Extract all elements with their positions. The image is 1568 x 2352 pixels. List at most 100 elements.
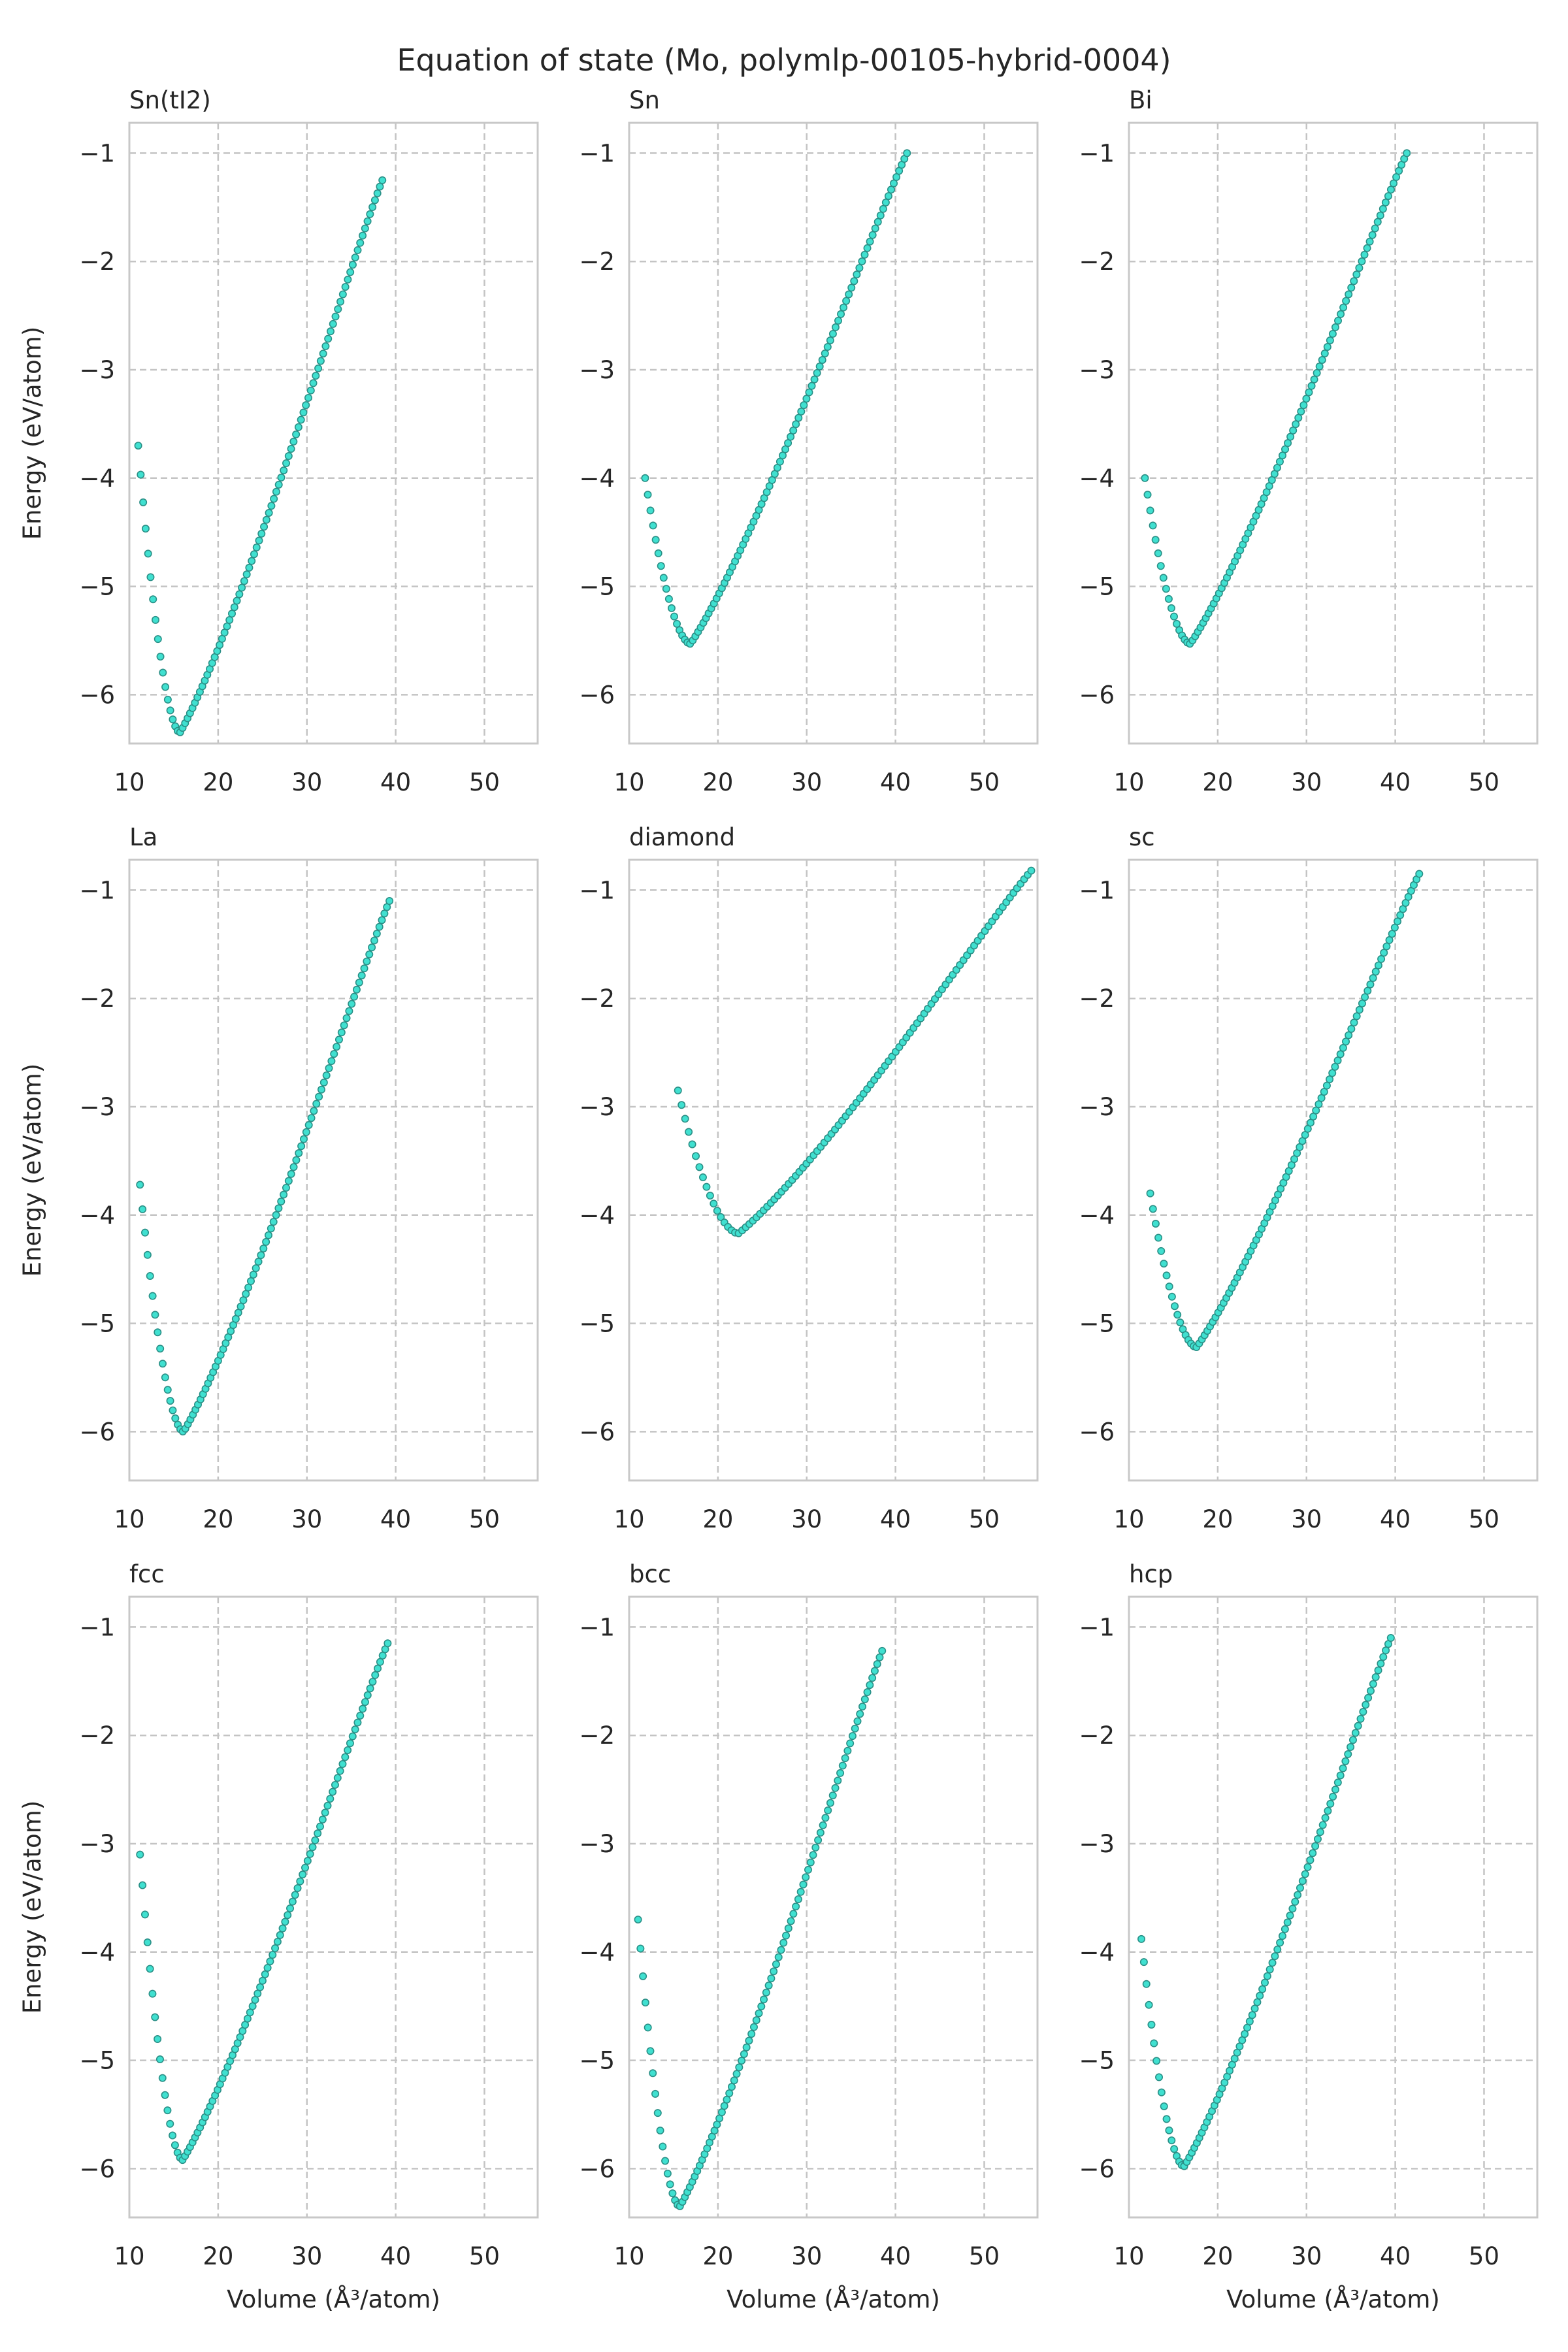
x-tick-label: 10 <box>114 768 144 796</box>
data-point <box>1333 1778 1342 1787</box>
data-point <box>879 204 887 213</box>
data-point <box>1294 1891 1302 1899</box>
y-tick-label: −4 <box>79 1938 115 1967</box>
data-point <box>1263 1972 1271 1980</box>
data-point <box>356 1712 365 1720</box>
y-tick-label: −2 <box>1079 1722 1115 1750</box>
data-point <box>248 2002 257 2010</box>
data-point <box>1299 401 1308 410</box>
data-point <box>274 480 283 489</box>
data-point <box>1358 257 1366 265</box>
y-tick-label: −2 <box>579 248 615 276</box>
data-point <box>1137 1935 1146 1943</box>
data-point <box>311 1836 319 1844</box>
x-tick-label: 40 <box>380 2242 411 2270</box>
data-point <box>1366 1687 1375 1695</box>
data-point <box>1167 604 1175 612</box>
axes-frame <box>1128 122 1539 745</box>
data-point <box>1344 1750 1352 1758</box>
data-point <box>1294 414 1303 422</box>
y-tick-label: −6 <box>79 1418 115 1446</box>
subplot-title: La <box>129 823 157 851</box>
data-point <box>271 1944 280 1953</box>
data-point <box>294 423 302 431</box>
data-point <box>346 268 355 276</box>
data-point <box>225 616 234 625</box>
y-tick-label: −4 <box>1079 1201 1115 1230</box>
data-point <box>810 375 819 384</box>
data-point <box>316 357 325 365</box>
data-point <box>1027 866 1036 875</box>
data-point <box>385 897 394 906</box>
y-tick-label: −3 <box>79 1830 115 1858</box>
data-point <box>154 1328 162 1337</box>
data-point <box>264 1231 272 1239</box>
data-point <box>836 1769 845 1777</box>
data-point <box>1379 204 1387 213</box>
data-point <box>1258 1985 1267 1993</box>
data-point <box>824 1806 832 1814</box>
y-tick-label: −2 <box>579 1722 615 1750</box>
data-point <box>257 1251 265 1260</box>
data-point <box>266 1957 274 1966</box>
data-point <box>292 1156 301 1164</box>
data-point <box>1333 1056 1342 1065</box>
data-point <box>1292 420 1300 429</box>
data-point <box>858 257 866 265</box>
y-tick-label: −5 <box>79 1310 115 1338</box>
data-point <box>355 978 363 987</box>
data-point <box>146 1965 154 1973</box>
y-tick-label: −6 <box>1079 681 1115 709</box>
data-point <box>297 1142 306 1151</box>
data-point <box>1320 1088 1328 1096</box>
data-point <box>1350 1019 1358 1027</box>
data-point <box>163 1386 172 1394</box>
data-point <box>1382 1646 1390 1655</box>
data-point <box>158 2074 167 2082</box>
x-tick-label: 30 <box>791 2242 822 2270</box>
figure-title: Equation of state (Mo, polymlp-00105-hyb… <box>397 42 1171 78</box>
data-point <box>1313 368 1321 377</box>
data-point <box>813 368 821 377</box>
data-point <box>649 521 657 530</box>
data-point <box>668 2189 677 2198</box>
data-point <box>342 1014 351 1022</box>
x-tick-label: 50 <box>1469 768 1499 796</box>
data-point <box>368 1678 377 1686</box>
data-point <box>1355 264 1364 272</box>
data-point <box>299 408 308 417</box>
data-point <box>641 474 649 482</box>
data-point <box>1369 974 1377 983</box>
data-point <box>1149 521 1157 530</box>
data-point <box>1342 1037 1350 1046</box>
data-point <box>1324 1806 1332 1815</box>
data-point <box>230 603 238 612</box>
subplot-title: hcp <box>1129 1560 1173 1588</box>
data-point <box>738 2057 746 2065</box>
y-tick-label: −2 <box>79 1722 115 1750</box>
data-point <box>855 264 864 272</box>
y-tick-label: −1 <box>79 139 115 167</box>
data-point <box>321 342 330 350</box>
data-point <box>154 2034 162 2043</box>
data-point <box>1310 375 1318 384</box>
data-point <box>325 1064 333 1073</box>
data-point <box>760 1995 768 2004</box>
data-point <box>308 1843 317 1852</box>
data-point <box>140 1910 149 1919</box>
y-tick-label: −5 <box>79 573 115 601</box>
data-point <box>345 1007 353 1015</box>
data-point <box>336 1767 344 1775</box>
data-point <box>288 1897 297 1906</box>
data-point <box>137 470 145 479</box>
data-point <box>1307 382 1316 390</box>
data-point <box>289 1163 298 1171</box>
data-point <box>136 1181 144 1189</box>
data-point <box>866 1681 874 1690</box>
data-point <box>634 1916 642 1924</box>
data-point <box>352 985 361 994</box>
data-point <box>821 1814 830 1822</box>
data-point <box>837 310 845 318</box>
data-point <box>156 653 165 661</box>
y-tick-label: −5 <box>579 573 615 601</box>
